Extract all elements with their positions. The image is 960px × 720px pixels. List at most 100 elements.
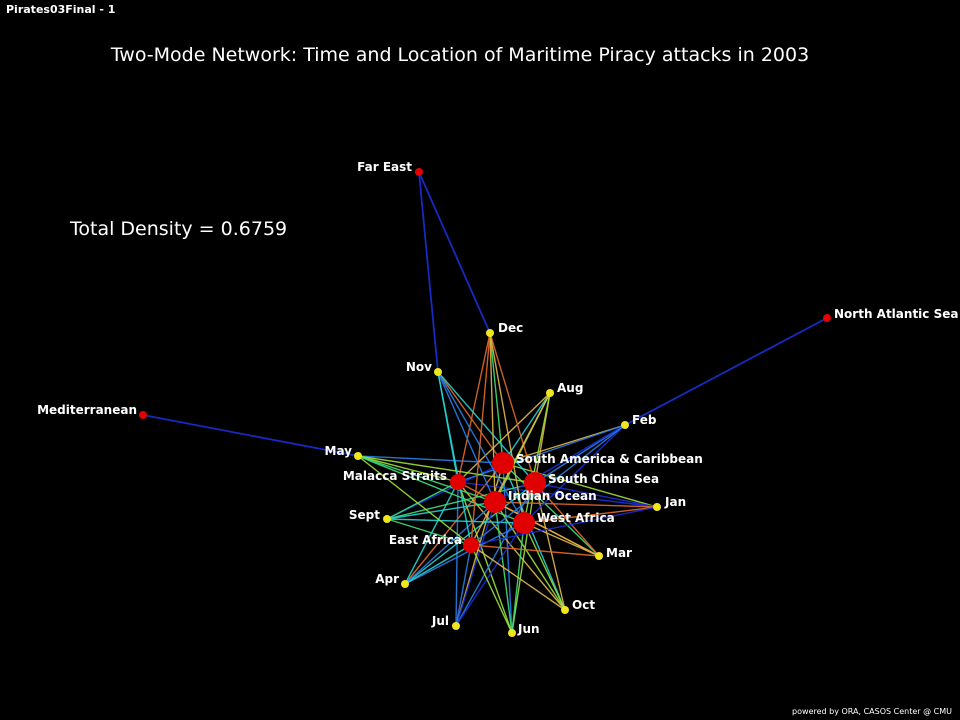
edge-eastafrica-mar <box>470 544 600 557</box>
edge-westafrica-mar <box>523 522 600 557</box>
edge-eastafrica-may <box>357 455 472 546</box>
month-label-nov: Nov <box>406 360 432 374</box>
month-node-dec[interactable] <box>486 329 494 337</box>
month-label-sept: Sept <box>349 508 380 522</box>
edge-malaccastraits-aug <box>457 392 551 483</box>
edge-fareast-nov <box>418 171 439 373</box>
month-node-jan[interactable] <box>653 503 661 511</box>
month-node-feb[interactable] <box>621 421 629 429</box>
edge-indianocean-dec <box>489 332 496 503</box>
month-node-jul[interactable] <box>452 622 460 630</box>
edge-southchinasea-mar <box>534 482 600 557</box>
edge-southchinasea-jul <box>455 482 536 627</box>
edge-indianocean-may <box>357 455 496 503</box>
location-label-westafrica: West Africa <box>537 511 615 525</box>
location-label-southchinasea: South China Sea <box>548 472 659 486</box>
month-label-oct: Oct <box>572 598 595 612</box>
location-node-indianocean[interactable] <box>484 491 506 513</box>
edge-mediterranean-may <box>142 414 359 457</box>
month-label-jan: Jan <box>664 495 686 509</box>
month-node-apr[interactable] <box>401 580 409 588</box>
location-node-fareast[interactable] <box>415 168 423 176</box>
location-label-mediterranean: Mediterranean <box>37 403 137 417</box>
edge-malaccastraits-dec <box>457 332 491 483</box>
edge-southchinasea-jun <box>511 482 536 634</box>
month-node-mar[interactable] <box>595 552 603 560</box>
location-label-northatlantic: North Atlantic Sea <box>834 307 958 321</box>
edge-westafrica-jan <box>523 506 658 524</box>
edge-southchinasea-dec <box>489 332 536 484</box>
month-node-jun[interactable] <box>508 629 516 637</box>
edge-southamerica-nov <box>437 371 504 464</box>
month-label-mar: Mar <box>606 546 632 560</box>
edge-malaccastraits-jun <box>457 481 513 634</box>
edge-southchinasea-oct <box>534 482 566 611</box>
edge-westafrica-feb <box>523 424 626 524</box>
edge-indianocean-nov <box>437 371 496 503</box>
edge-westafrica-apr <box>404 522 525 585</box>
edge-eastafrica-feb <box>470 424 626 546</box>
edge-indianocean-jan <box>494 501 658 508</box>
edge-southchinasea-apr <box>404 482 536 585</box>
density-label: Total Density = 0.6759 <box>70 218 288 240</box>
edge-indianocean-jul <box>455 501 496 627</box>
edge-southchinasea-nov <box>437 371 536 484</box>
edge-eastafrica-sept <box>386 518 472 546</box>
month-label-dec: Dec <box>498 321 523 335</box>
edge-malaccastraits-feb <box>457 424 626 483</box>
edge-malaccastraits-may <box>357 455 459 483</box>
edge-malaccastraits-sept <box>386 481 459 520</box>
window-title: Pirates03Final - 1 <box>6 3 116 16</box>
edge-indianocean-feb <box>494 424 626 503</box>
edge-eastafrica-jan <box>470 506 658 546</box>
location-label-indianocean: Indian Ocean <box>508 489 597 503</box>
month-node-may[interactable] <box>354 452 362 460</box>
label-layer: Dec Nov Aug Feb May Jan Sept Mar Apr Oct Jul Jun Far… <box>37 160 958 636</box>
edge-eastafrica-jun <box>470 544 513 634</box>
edge-westafrica-oct <box>523 522 566 611</box>
month-node-sept[interactable] <box>383 515 391 523</box>
edge-indianocean-oct <box>494 501 566 611</box>
month-label-aug: Aug <box>557 381 583 395</box>
edge-southamerica-jan <box>502 462 658 508</box>
edge-southamerica-mar <box>502 462 600 557</box>
edge-westafrica-aug <box>523 392 551 524</box>
month-node-aug[interactable] <box>546 389 554 397</box>
node-layer <box>139 168 831 637</box>
month-label-feb: Feb <box>632 413 657 427</box>
location-label-fareast: Far East <box>357 160 412 174</box>
edge-southchinasea-jan <box>534 482 658 508</box>
edge-eastafrica-dec <box>470 332 491 546</box>
edge-fareast-dec <box>418 171 491 334</box>
month-node-nov[interactable] <box>434 368 442 376</box>
chart-title: Two-Mode Network: Time and Location of M… <box>110 44 810 66</box>
month-label-jul: Jul <box>431 614 449 628</box>
edge-indianocean-apr <box>404 501 496 585</box>
location-node-southamerica[interactable] <box>492 452 514 474</box>
edge-eastafrica-apr <box>404 544 472 585</box>
location-node-southchinasea[interactable] <box>524 472 546 494</box>
edge-indianocean-sept <box>386 501 496 520</box>
edge-southchinasea-sept <box>386 482 536 520</box>
edge-eastafrica-oct <box>470 544 566 611</box>
edge-westafrica-nov <box>437 371 525 524</box>
edge-eastafrica-nov <box>437 371 472 546</box>
edge-malaccastraits-jan <box>457 481 658 508</box>
location-node-westafrica[interactable] <box>513 512 535 534</box>
edge-layer <box>142 171 828 634</box>
month-label-may: May <box>325 444 353 458</box>
location-node-eastafrica[interactable] <box>463 537 479 553</box>
edge-eastafrica-jul <box>455 544 472 627</box>
location-label-southamerica: South America & Caribbean <box>516 452 703 466</box>
month-label-jun: Jun <box>517 622 540 636</box>
location-node-northatlantic[interactable] <box>823 314 831 322</box>
location-label-eastafrica: East Africa <box>389 533 462 547</box>
location-label-malaccastraits: Malacca Straits <box>343 469 447 483</box>
footer-credit: powered by ORA, CASOS Center @ CMU <box>792 707 952 716</box>
location-node-malaccastraits[interactable] <box>450 474 466 490</box>
edge-southamerica-oct <box>502 462 566 611</box>
edge-northatlantic-feb <box>624 317 828 426</box>
location-node-mediterranean[interactable] <box>139 411 147 419</box>
month-node-oct[interactable] <box>561 606 569 614</box>
